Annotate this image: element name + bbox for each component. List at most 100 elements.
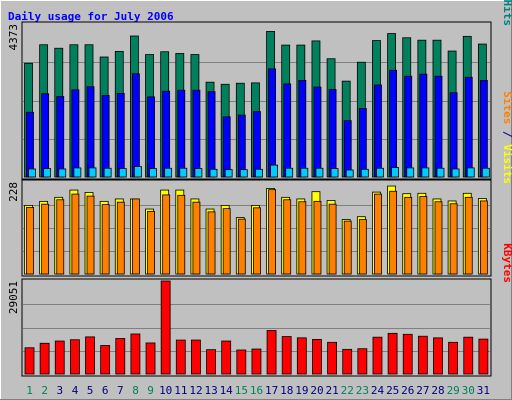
pages-bar (194, 168, 203, 178)
kbytes-bar (100, 345, 111, 375)
pages-bar (239, 169, 248, 178)
kbytes-bar (85, 336, 95, 375)
files-bar (101, 95, 110, 178)
kbytes-bar (402, 333, 413, 375)
pages-bar (43, 168, 52, 178)
pages-bar (270, 164, 278, 178)
sites-bar (56, 199, 65, 275)
files-bar (71, 89, 80, 178)
sites-bar (71, 193, 80, 275)
pages-bar (391, 167, 399, 178)
pages-bar (300, 167, 309, 178)
kbytes-bar (115, 338, 126, 375)
sites-bar (192, 201, 201, 275)
files-bar (328, 89, 337, 178)
kbytes-bar (206, 349, 216, 375)
pages-bar (466, 167, 475, 178)
panel-max-label: 228 (7, 182, 20, 202)
kbytes-bar (251, 348, 262, 375)
pages-bar (436, 167, 445, 178)
day-label: 12 (189, 384, 202, 397)
sites-bar (207, 211, 216, 275)
axis-label-part: / (501, 124, 512, 144)
kbytes-bar (24, 347, 35, 375)
files-bar (132, 73, 140, 178)
kbytes-bar (417, 335, 428, 375)
kbytes-bar (160, 280, 171, 375)
kbytes-bar (372, 336, 383, 375)
kbytes-bar (387, 332, 398, 375)
day-label: 18 (280, 384, 293, 397)
files-bar (207, 91, 216, 178)
day-label: 4 (72, 384, 79, 397)
pages-bar (164, 167, 173, 178)
files-bar (374, 84, 382, 178)
files-bar (192, 89, 201, 178)
day-label: 6 (102, 384, 109, 397)
day-label: 5 (87, 384, 94, 397)
day-label: 22 (341, 384, 354, 397)
kbytes-bar (191, 339, 201, 375)
day-label: 28 (431, 384, 444, 397)
sites-bar (86, 195, 95, 275)
day-label: 16 (250, 384, 263, 397)
sites-bar (419, 196, 428, 275)
files-bar (404, 75, 413, 178)
sites-bar (116, 201, 125, 275)
kbytes-bar (433, 337, 443, 375)
files-bar (26, 111, 34, 178)
day-label: 8 (132, 384, 139, 397)
panel-max-label: 29051 (7, 281, 20, 314)
sites-bar (253, 207, 261, 275)
pages-bar (88, 167, 97, 178)
sites-bar (147, 211, 155, 275)
sites-bar (479, 200, 488, 275)
kbytes-bar (357, 348, 368, 375)
sites-bar (434, 201, 443, 275)
day-label: 23 (356, 384, 369, 397)
pages-bar (134, 166, 142, 178)
pages-bar (345, 169, 354, 178)
files-bar (253, 111, 261, 178)
files-bar (283, 83, 292, 178)
day-label: 19 (295, 384, 308, 397)
kbytes-bar (296, 337, 307, 375)
files-bar (86, 86, 95, 178)
files-bar (116, 92, 125, 178)
sites-bar (162, 194, 171, 275)
pages-bar (209, 168, 218, 178)
day-label: 13 (204, 384, 217, 397)
pages-bar (330, 168, 339, 178)
pages-bar (255, 168, 263, 178)
day-label: 30 (462, 384, 475, 397)
day-label: 1 (26, 384, 33, 397)
files-bar (222, 116, 231, 178)
kbytes-bar (281, 336, 292, 375)
sites-bar (132, 198, 140, 275)
files-bar (56, 96, 65, 178)
sites-bar (464, 196, 473, 275)
panel-hits_files_pages: 4373 Pages / Files / Hits (7, 0, 512, 180)
files-bar (237, 114, 246, 178)
day-label: 2 (41, 384, 48, 397)
sites-bar (41, 203, 50, 275)
files-bar (147, 96, 155, 178)
panel-kbytes: 29051 KBytes (7, 243, 512, 377)
day-label: 9 (147, 384, 154, 397)
sites-bar (177, 194, 186, 275)
pages-bar (118, 168, 127, 178)
day-label: 21 (325, 384, 338, 397)
sites-bar (358, 219, 367, 275)
day-label: 26 (401, 384, 414, 397)
kbytes-bar (130, 333, 141, 375)
kbytes-bar (39, 342, 50, 375)
day-label: 7 (117, 384, 124, 397)
sites-bar (237, 218, 246, 275)
pages-bar (481, 167, 490, 178)
files-bar (298, 80, 307, 178)
day-label: 10 (159, 384, 172, 397)
files-bar (177, 89, 186, 178)
day-label: 29 (447, 384, 460, 397)
pages-bar (149, 168, 157, 178)
kbytes-bar (478, 338, 489, 375)
